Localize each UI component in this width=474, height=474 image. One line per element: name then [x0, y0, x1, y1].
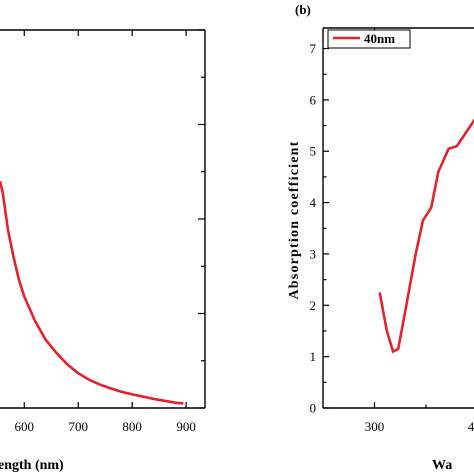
- right-chart-panel: (b) 01234567300400500 40nm Absorption co…: [287, 2, 474, 473]
- right-y-tick-label: 4: [310, 195, 317, 210]
- right-tick-labels: 01234567300400500: [310, 41, 474, 434]
- legend: 40nm: [327, 29, 411, 49]
- right-y-tick-label: 2: [310, 298, 317, 313]
- left-tick-marks: [23, 29, 205, 409]
- right-y-tick-label: 6: [310, 92, 317, 107]
- right-x-axis-label: Wa: [432, 458, 452, 473]
- legend-label: 40nm: [364, 31, 395, 46]
- right-series-line: [378, 118, 474, 354]
- right-y-axis-label: Absorption coefficient: [287, 141, 302, 300]
- left-chart-panel: 600 700 800 900 ength (nm): [0, 29, 206, 473]
- right-y-tick-label: 0: [310, 401, 317, 416]
- left-x-axis-label: ength (nm): [0, 458, 64, 473]
- left-x-tick-label: 700: [68, 419, 88, 434]
- left-tick-labels: 600 700 800 900: [15, 419, 196, 434]
- right-x-tick-label: 300: [365, 419, 385, 434]
- left-series-line: [0, 180, 184, 405]
- right-tick-marks: [323, 28, 427, 409]
- right-y-tick-label: 5: [310, 144, 317, 159]
- right-y-tick-label: 7: [310, 41, 317, 56]
- legend-box: [327, 29, 411, 49]
- right-y-tick-label: 1: [310, 349, 317, 364]
- left-x-tick-label: 900: [176, 419, 196, 434]
- panel-tag-b: (b): [295, 2, 311, 17]
- right-y-tick-label: 3: [310, 246, 317, 261]
- left-x-tick-label: 800: [122, 419, 142, 434]
- left-x-tick-label: 600: [15, 419, 35, 434]
- right-x-tick-label: 400: [468, 419, 474, 434]
